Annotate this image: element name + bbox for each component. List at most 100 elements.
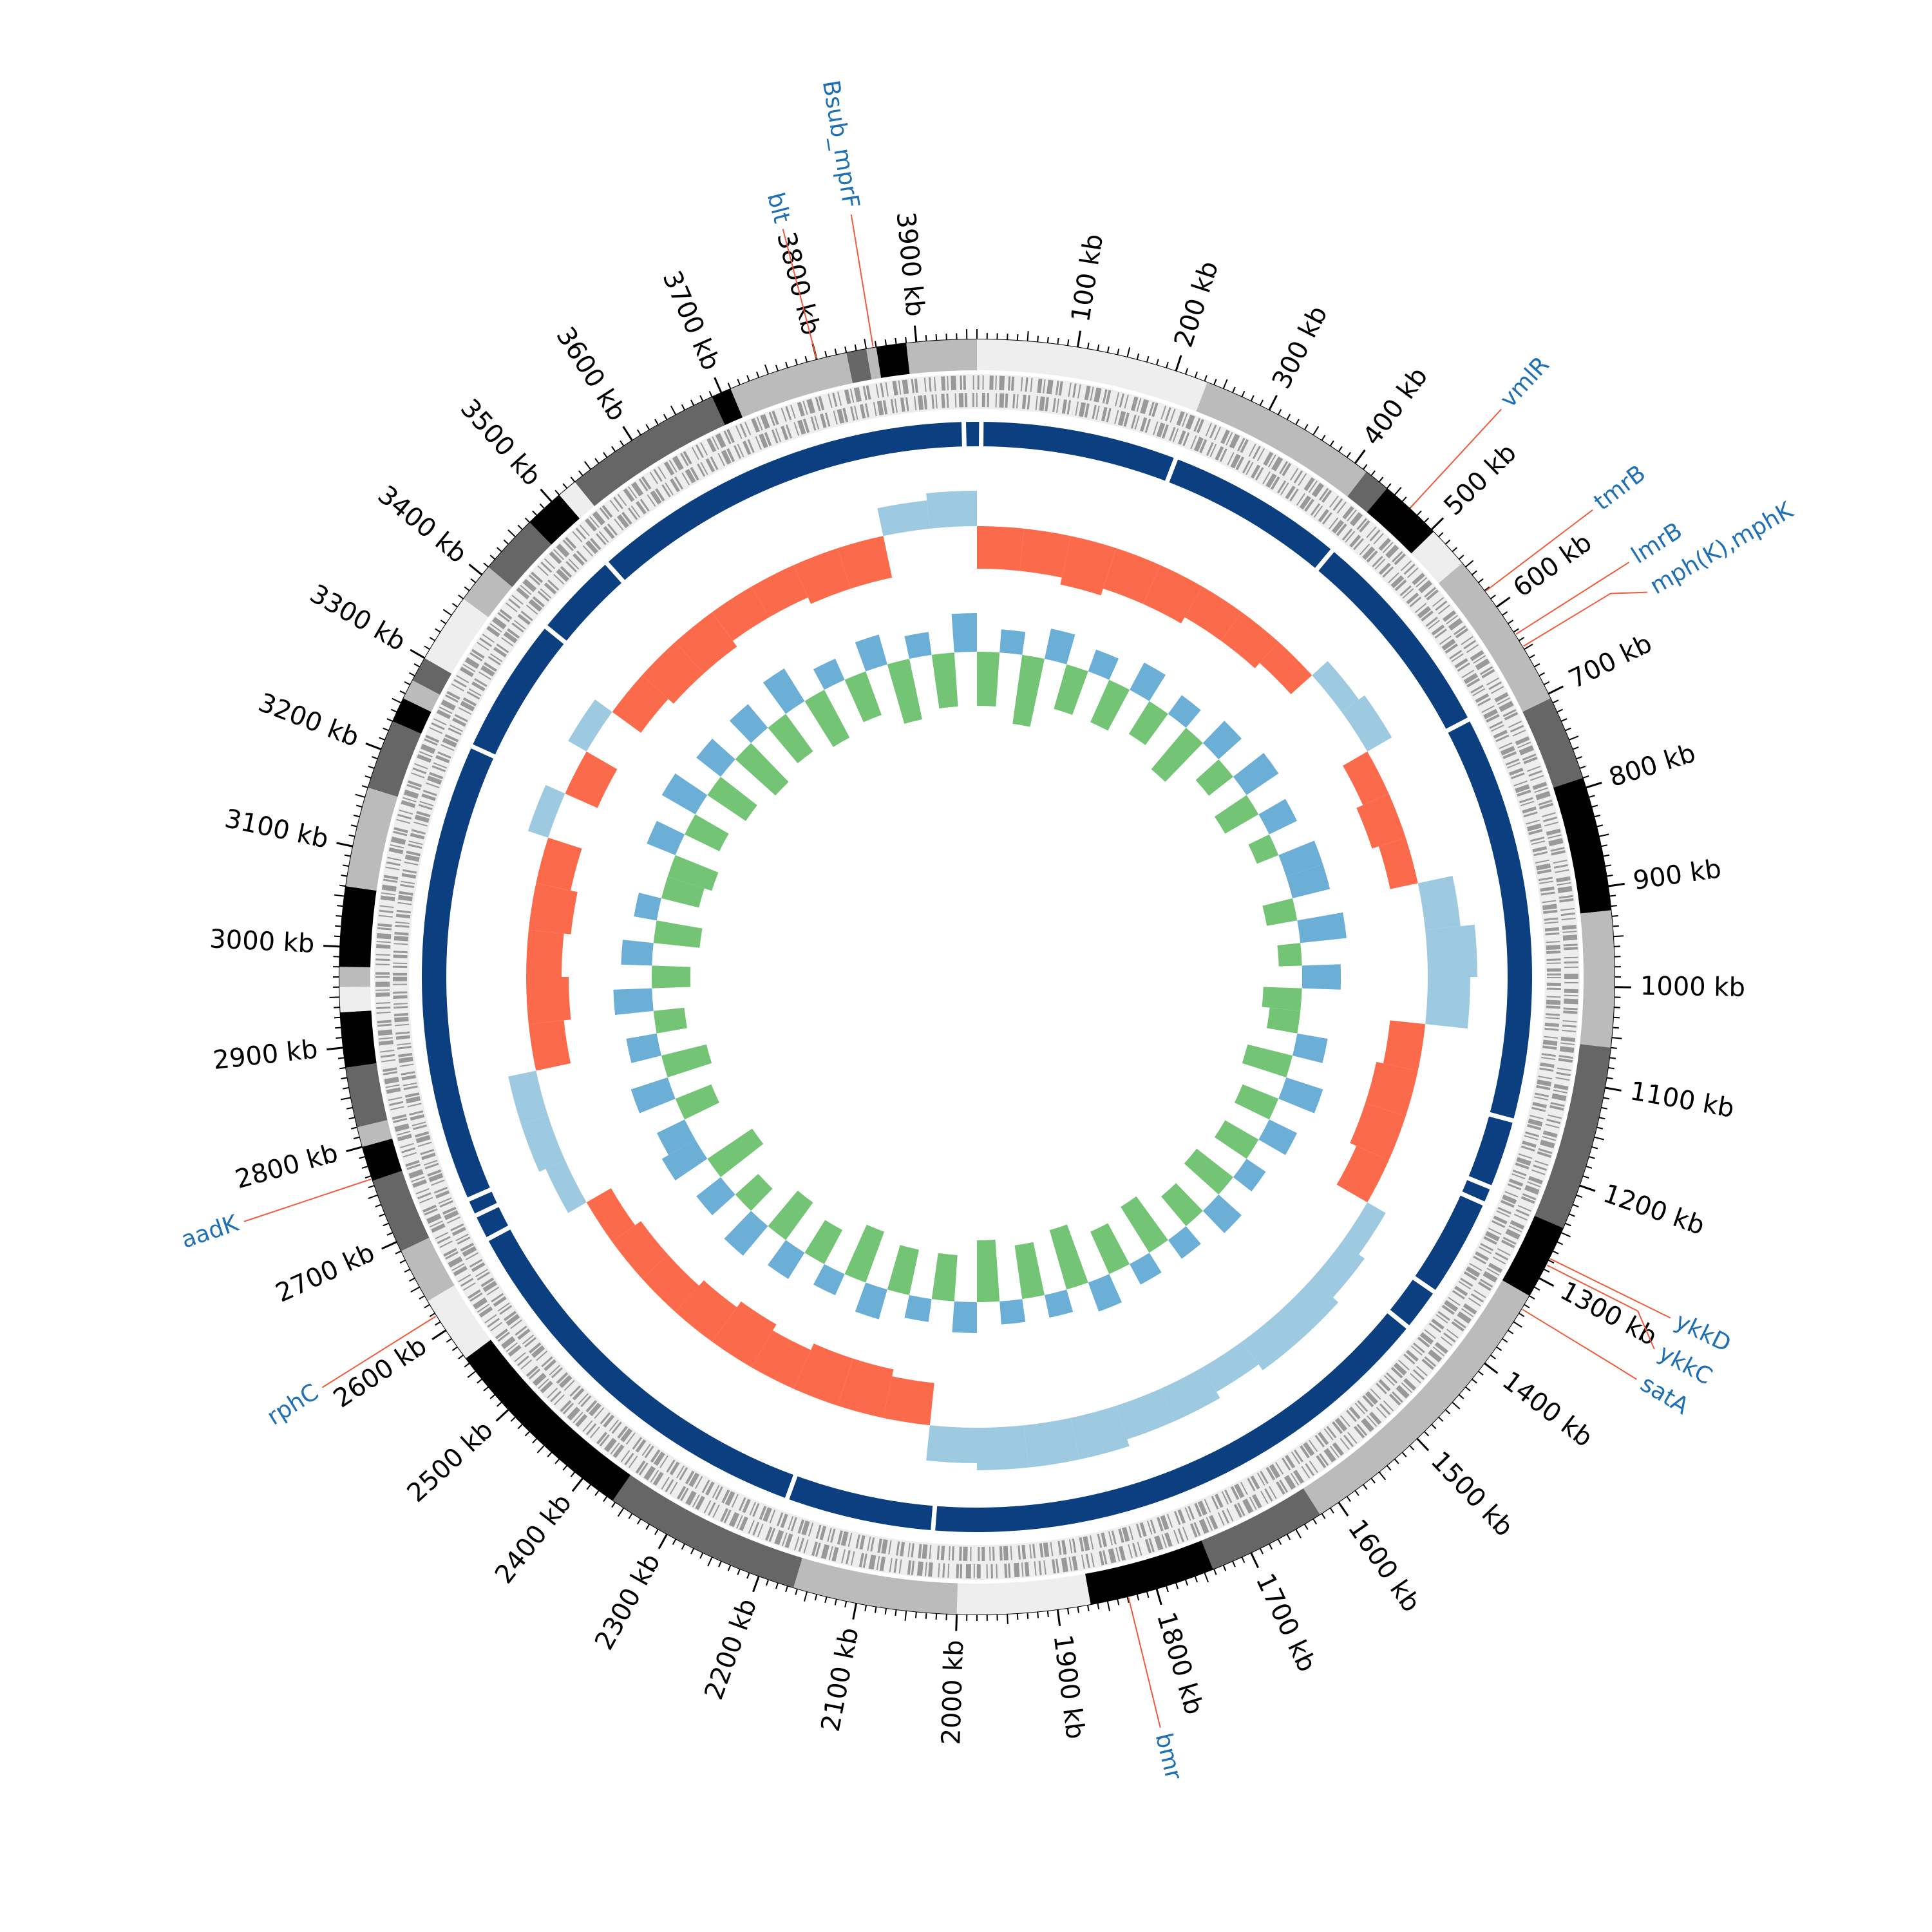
minor-tick bbox=[371, 756, 379, 760]
minor-tick bbox=[343, 864, 350, 867]
minor-tick bbox=[1523, 1303, 1530, 1309]
minor-tick bbox=[1458, 554, 1464, 560]
tick-label: 1400 kb bbox=[1497, 1366, 1598, 1453]
gc-content-bar bbox=[926, 1425, 977, 1463]
minor-tick bbox=[1596, 824, 1604, 828]
tick-label: 500 kb bbox=[1439, 438, 1522, 521]
gc-skew-bar bbox=[1195, 759, 1233, 796]
gc-content-bar bbox=[837, 536, 893, 589]
major-tick bbox=[1076, 330, 1082, 348]
minor-tick bbox=[1501, 1338, 1508, 1343]
minor-tick bbox=[464, 586, 470, 592]
gc-skew-bar bbox=[1258, 1119, 1298, 1155]
minor-tick bbox=[489, 1394, 496, 1399]
minor-tick bbox=[424, 645, 431, 650]
minor-tick bbox=[620, 440, 625, 447]
gc-skew-bar bbox=[626, 1033, 662, 1063]
minor-tick bbox=[864, 339, 867, 350]
gene-label: aadK bbox=[178, 1210, 242, 1254]
tick-label: 2700 kb bbox=[271, 1238, 379, 1309]
minor-tick bbox=[594, 1490, 600, 1496]
gc-skew-bar bbox=[1044, 629, 1075, 665]
gc-content-bar bbox=[1259, 641, 1312, 695]
minor-tick bbox=[925, 1612, 927, 1619]
gc-skew-bar bbox=[1262, 898, 1298, 926]
minor-tick bbox=[467, 1370, 477, 1378]
gc-content-bar bbox=[1184, 586, 1242, 641]
minor-tick bbox=[1057, 337, 1059, 345]
minor-tick bbox=[1552, 1250, 1559, 1255]
minor-tick bbox=[636, 1518, 641, 1525]
minor-tick bbox=[1117, 348, 1120, 355]
gc-skew-bar bbox=[1286, 864, 1331, 898]
minor-tick bbox=[383, 727, 390, 732]
minor-tick bbox=[1610, 905, 1617, 907]
gc-skew-bar bbox=[1090, 1223, 1130, 1274]
minor-tick bbox=[1329, 1507, 1334, 1514]
contig-segment bbox=[368, 721, 422, 797]
minor-tick bbox=[337, 905, 344, 907]
gc-content-bar bbox=[1341, 695, 1392, 752]
minor-tick bbox=[1146, 1591, 1150, 1598]
minor-tick bbox=[1437, 1416, 1444, 1422]
minor-tick bbox=[359, 1155, 366, 1159]
tick-label: 2400 kb bbox=[489, 1488, 578, 1589]
minor-tick bbox=[1444, 539, 1451, 545]
gc-skew-bar bbox=[999, 629, 1026, 655]
minor-tick bbox=[355, 793, 366, 799]
contig-segment bbox=[876, 343, 910, 378]
ring-gap bbox=[961, 419, 967, 450]
minor-tick bbox=[1543, 1268, 1550, 1273]
minor-tick bbox=[1533, 1286, 1540, 1291]
major-tick bbox=[1579, 1184, 1596, 1192]
gc-skew-bar bbox=[667, 855, 719, 891]
tick-label: 800 kb bbox=[1605, 738, 1699, 793]
minor-tick bbox=[1568, 735, 1579, 741]
gc-content-bar bbox=[612, 1221, 668, 1279]
minor-tick bbox=[510, 1416, 516, 1422]
tick-label: 2200 kb bbox=[699, 1595, 762, 1703]
gc-content-bar bbox=[1202, 1341, 1259, 1392]
contig-segment bbox=[1553, 778, 1611, 914]
minor-tick bbox=[1579, 765, 1586, 770]
gc-skew-bar bbox=[1054, 664, 1088, 715]
minor-tick bbox=[1312, 1518, 1318, 1525]
gc-skew-bar bbox=[1184, 1148, 1233, 1195]
tick-label: 3400 kb bbox=[372, 480, 473, 569]
minor-tick bbox=[844, 346, 848, 354]
minor-tick bbox=[765, 1579, 770, 1586]
minor-tick bbox=[727, 383, 732, 390]
gc-skew-bar bbox=[904, 1294, 932, 1322]
minor-tick bbox=[350, 1126, 358, 1130]
minor-tick bbox=[1136, 353, 1140, 360]
minor-tick bbox=[1394, 1458, 1399, 1464]
contig-segment bbox=[339, 986, 372, 1012]
gene-pointer bbox=[782, 229, 817, 359]
minor-tick bbox=[1362, 464, 1368, 470]
contig-segment bbox=[866, 347, 882, 380]
ring-gap bbox=[1313, 547, 1336, 573]
major-tick bbox=[410, 649, 426, 659]
gc-content-bar bbox=[641, 641, 704, 704]
gc-skew-bar bbox=[653, 920, 703, 948]
minor-tick bbox=[727, 1564, 732, 1571]
major-tick bbox=[495, 1408, 509, 1422]
minor-tick bbox=[368, 765, 375, 770]
minor-tick bbox=[1582, 775, 1589, 779]
gc-content-bar bbox=[1343, 752, 1389, 806]
gc-skew-bar bbox=[661, 876, 705, 908]
gc-content-bar bbox=[1336, 1146, 1389, 1202]
minor-tick bbox=[654, 419, 659, 426]
contig-segment bbox=[424, 599, 489, 674]
gc-skew-bar bbox=[1277, 943, 1302, 967]
contig-segment bbox=[403, 680, 440, 712]
tick-label: 900 kb bbox=[1631, 854, 1723, 896]
ring-gap bbox=[1443, 716, 1472, 734]
contig-segment bbox=[977, 339, 1208, 412]
gc-skew-bar bbox=[634, 893, 662, 921]
major-tick bbox=[1548, 685, 1564, 695]
gc-skew-bar bbox=[1214, 1120, 1259, 1159]
contig-ring bbox=[422, 422, 1532, 1532]
minor-tick bbox=[756, 371, 760, 379]
minor-tick bbox=[442, 609, 453, 616]
